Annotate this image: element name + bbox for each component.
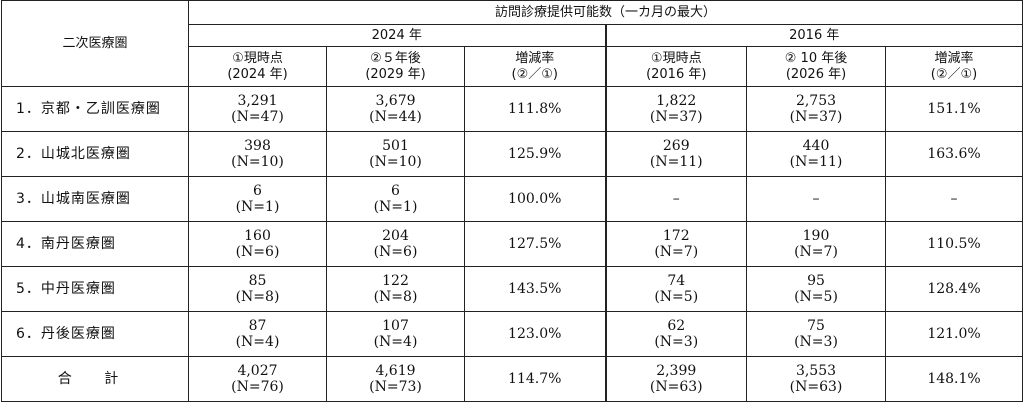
rate-cell: 110.5% [884,221,1024,267]
value-cell: 4,027 (N=76) [188,356,327,402]
value-cell: – [604,176,747,222]
region-name: 2．山城北医療圏 [1,131,189,177]
region-name: 3．山城南医療圏 [1,176,189,222]
value-cell: 75 (N=3) [746,311,886,357]
value-cell: 269 (N=11) [604,131,747,177]
value-cell: 3,291 (N=47) [188,86,327,132]
value-cell: – [746,176,886,222]
table-row: 2．山城北医療圏 398 (N=10) 501 (N=10) 125.9% 269(… [1,131,1024,177]
value-cell: 190 (N=7) [746,221,886,267]
rate-cell: 163.6% [884,131,1024,177]
column-header-10-years-later: ② 10 年後 (2026 年) [746,46,886,87]
region-name: 5．中丹医療圏 [1,266,189,312]
rate-cell: – [884,176,1024,222]
value-cell: 74 (N=5) [604,266,747,312]
table-row: 3．山城南医療圏 6 (N=1) 6 (N=1) 100.0% – – – [1,176,1024,222]
year-group-header-2016: 2016 年 [604,24,1024,47]
value-cell: 172 (N=7) [604,221,747,267]
value-cell: 3,679 (N=44) [326,86,465,132]
rate-cell: 148.1% [884,356,1024,402]
value-cell: 398 (N=10) [188,131,327,177]
column-header-current-2024: ①現時点 (2024 年) [188,46,327,87]
rate-cell: 151.1% [884,86,1024,132]
rate-cell: 123.0% [464,311,606,357]
table-row: 6．丹後医療圏 87 (N=4) 107 (N=4) 123.0% 62 (N=3) … [1,311,1024,357]
region-column-header: 二次医療圏 [1,0,189,87]
value-cell: 1,822 (N=37) [604,86,747,132]
rate-cell: 121.0% [884,311,1024,357]
rate-cell: 128.4% [884,266,1024,312]
value-cell: 501 (N=10) [326,131,465,177]
rate-cell: 114.7% [464,356,606,402]
column-header-5-years-later: ②５年後 (2029 年) [326,46,465,87]
value-cell: 2,753 (N=37) [746,86,886,132]
table-main-title: 訪問診療提供可能数（一カ月の最大） [187,0,1024,25]
rate-cell: 143.5% [464,266,606,312]
year-group-header-2024: 2024 年 [188,24,606,47]
table-row: 1．京都・乙訓医療圏 3,291 (N=47) 3,679 (N=44) 111.8… [1,86,1024,132]
total-label: 合 計 [1,356,189,402]
total-row: 合 計 4,027 (N=76) 4,619 (N=73) 114.7% 2,399… [1,356,1024,402]
value-cell: 122 (N=8) [326,266,465,312]
value-cell: 85 (N=8) [188,266,327,312]
value-cell: 95 (N=5) [746,266,886,312]
rate-cell: 111.8% [464,86,606,132]
value-cell: 440 (N=11) [746,131,886,177]
value-cell: 4,619 (N=73) [326,356,465,402]
column-header-current-2016: ①現時点 (2016 年) [604,46,747,87]
value-cell: 6 (N=1) [188,176,327,222]
column-header-rate-2024: 増減率 (②／①) [464,46,606,87]
rate-cell: 125.9% [464,131,606,177]
region-name: 4．南丹医療圏 [1,221,189,267]
value-cell: 6 (N=1) [326,176,465,222]
table-row: 4．南丹医療圏 160 (N=6) 204 (N=6) 127.5% 172 (N=7… [1,221,1024,267]
value-cell: 87 (N=4) [188,311,327,357]
value-cell: 204 (N=6) [326,221,465,267]
rate-cell: 127.5% [464,221,606,267]
value-cell: 2,399 (N=63) [604,356,747,402]
table-row: 5．中丹医療圏 85 (N=8) 122 (N=8) 143.5% 74 (N=5) … [1,266,1024,312]
rate-cell: 100.0% [464,176,606,222]
value-cell: 107 (N=4) [326,311,465,357]
column-header-rate-2016: 増減率 (②／①) [884,46,1024,87]
value-cell: 3,553 (N=63) [746,356,886,402]
value-cell: 62 (N=3) [604,311,747,357]
region-name: 1．京都・乙訓医療圏 [1,86,189,132]
value-cell: 160 (N=6) [188,221,327,267]
region-name: 6．丹後医療圏 [1,311,189,357]
